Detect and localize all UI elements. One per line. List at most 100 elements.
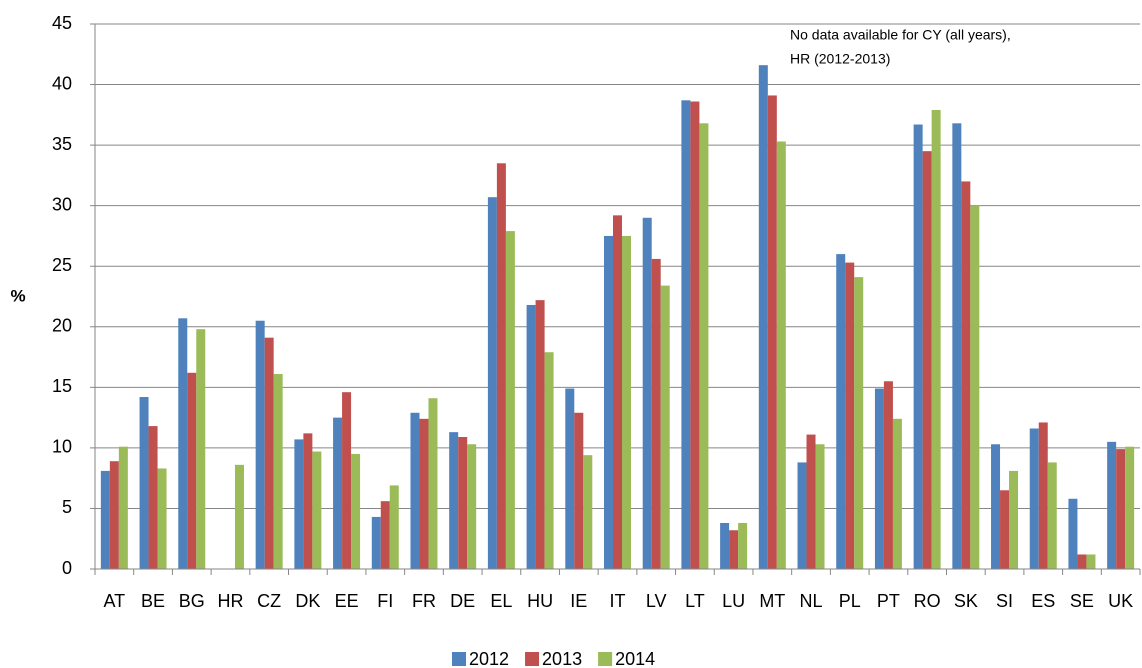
x-tick-label: IT (610, 591, 626, 611)
bar (952, 123, 962, 570)
x-tick-label: DE (450, 591, 475, 611)
y-tick-label: 10 (52, 437, 72, 457)
bar (428, 398, 438, 569)
bar (351, 453, 361, 569)
x-tick-label: EL (490, 591, 512, 611)
bar (303, 433, 313, 569)
y-tick-label: 0 (62, 558, 72, 578)
bar (535, 300, 545, 569)
bar (1086, 554, 1096, 569)
bar (389, 485, 399, 569)
x-tick-label: FI (377, 591, 393, 611)
bar (505, 231, 515, 569)
bar (1047, 462, 1057, 569)
y-tick-label: 20 (52, 316, 72, 336)
bar (854, 277, 864, 569)
x-tick-label: PT (877, 591, 900, 611)
bar (892, 418, 902, 569)
bar (1125, 446, 1135, 569)
bar (565, 388, 575, 569)
bar (333, 417, 343, 569)
y-tick-label: 40 (52, 73, 72, 93)
bar (196, 329, 206, 569)
x-tick-label: IE (570, 591, 587, 611)
bar (776, 141, 786, 569)
bar (961, 181, 971, 569)
x-tick-label: MT (759, 591, 785, 611)
x-tick-label: UK (1108, 591, 1133, 611)
bar (342, 392, 352, 569)
bar (234, 464, 244, 569)
x-tick-label: HU (527, 591, 553, 611)
annotation: No data available for CY (all years), (790, 27, 1011, 43)
bar (157, 468, 167, 569)
bar (109, 461, 119, 569)
bar (815, 444, 825, 569)
bar (178, 318, 188, 569)
bar (836, 254, 846, 569)
bar (767, 95, 777, 569)
bar (410, 412, 420, 569)
bar (487, 197, 497, 569)
x-tick-label: HR (217, 591, 243, 611)
x-tick-label: DK (295, 591, 320, 611)
x-tick-label: LU (722, 591, 745, 611)
bar (273, 374, 283, 569)
y-tick-label: 45 (52, 13, 72, 33)
legend-label: 2012 (469, 649, 509, 668)
y-tick-label: 25 (52, 255, 72, 275)
bar (720, 522, 730, 569)
bar (1107, 441, 1117, 569)
bar (371, 516, 381, 569)
y-axis-label: % (10, 286, 25, 305)
bar (660, 285, 670, 569)
x-tick-label: SK (954, 591, 978, 611)
bar (1077, 554, 1087, 569)
bar (100, 470, 110, 569)
bar (496, 163, 506, 569)
bar (922, 151, 932, 569)
bar (651, 258, 661, 569)
bar (806, 434, 816, 569)
annotation: HR (2012-2013) (790, 51, 890, 67)
x-tick-label: AT (104, 591, 126, 611)
bar (187, 372, 197, 569)
legend-label: 2014 (615, 649, 655, 668)
bar (449, 432, 459, 569)
y-tick-label: 30 (52, 194, 72, 214)
x-tick-label: RO (914, 591, 941, 611)
bar (1009, 470, 1019, 569)
bar (139, 397, 149, 569)
legend-swatch (525, 652, 540, 666)
x-tick-label: PL (839, 591, 861, 611)
bar (148, 426, 158, 569)
bar (845, 262, 855, 569)
bar (738, 522, 748, 569)
bar (604, 235, 613, 569)
bar (255, 320, 265, 569)
bar (690, 101, 700, 569)
bar (419, 418, 429, 569)
x-tick-label: SE (1070, 591, 1094, 611)
bar (991, 444, 1001, 569)
legend-label: 2013 (542, 649, 582, 668)
bar (874, 388, 884, 569)
x-tick-label: LV (646, 591, 667, 611)
bar (1029, 428, 1039, 569)
y-tick-label: 35 (52, 134, 72, 154)
bar (526, 304, 536, 569)
bar (1038, 422, 1048, 569)
x-tick-label: FR (412, 591, 436, 611)
bar (797, 462, 807, 569)
bar (118, 446, 128, 569)
bar (681, 100, 691, 570)
bar (758, 65, 768, 569)
bar (264, 337, 274, 569)
bar (699, 123, 709, 570)
bar (1116, 449, 1126, 569)
bar (613, 215, 622, 569)
x-tick-label: SI (996, 591, 1013, 611)
bar (458, 436, 468, 569)
y-tick-label: 5 (62, 497, 72, 517)
